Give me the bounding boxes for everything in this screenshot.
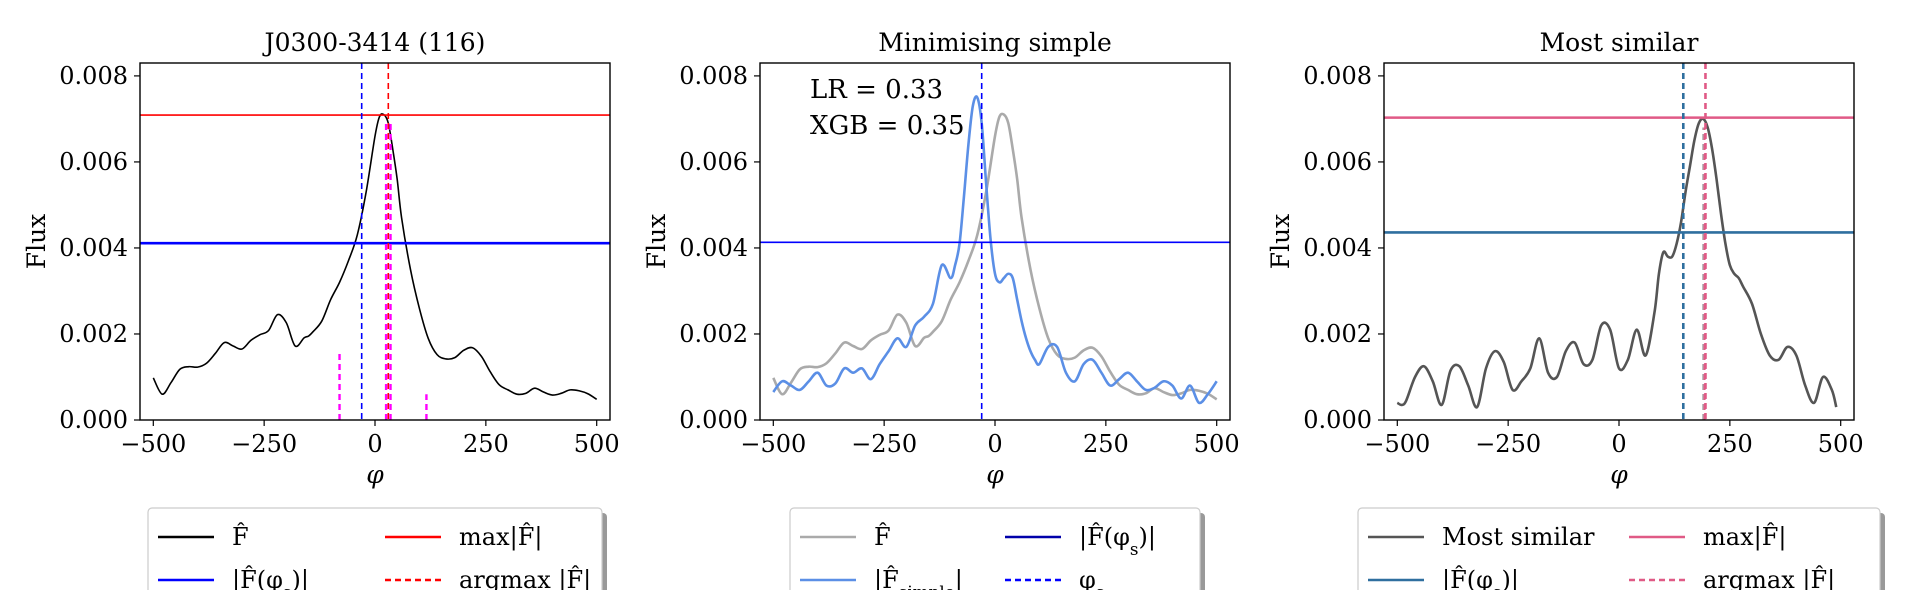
y-tick-label: 0.004 bbox=[59, 234, 128, 262]
legend-label: max|F̂| bbox=[459, 523, 542, 552]
x-tick-label: −500 bbox=[1364, 430, 1430, 458]
panel-2: −500 −250 0 250 500 0.000 0.002 0.004 0.006 0.008… bbox=[642, 28, 1240, 590]
y-tick-label: 0.000 bbox=[59, 406, 128, 434]
y-tick-label: 0.004 bbox=[1303, 234, 1372, 262]
plot-area bbox=[760, 63, 1230, 420]
y-axis-label: Flux bbox=[22, 214, 51, 270]
x-tick-label: −250 bbox=[1475, 430, 1541, 458]
x-tick-label: 500 bbox=[574, 430, 620, 458]
x-tick-label: −250 bbox=[851, 430, 917, 458]
panel-1: −500 −250 0 250 500 0.000 0.002 0.004 0.006 0.008… bbox=[22, 28, 620, 590]
annotation-text: XGB = 0.35 bbox=[810, 111, 965, 141]
chart-title: Most similar bbox=[1540, 28, 1699, 57]
legend-label: Most similar bbox=[1442, 523, 1595, 551]
y-tick-label: 0.008 bbox=[679, 62, 748, 90]
x-tick-label: 500 bbox=[1818, 430, 1864, 458]
legend-box bbox=[789, 507, 1201, 590]
y-tick-label: 0.008 bbox=[1303, 62, 1372, 90]
x-axis-label: φ bbox=[1610, 460, 1628, 489]
y-axis-label: Flux bbox=[1266, 214, 1295, 270]
y-tick-label: 0.000 bbox=[1303, 406, 1372, 434]
y-axis-label: Flux bbox=[642, 214, 671, 270]
legend-label: |F̂(φs)| bbox=[1442, 566, 1519, 590]
legend-label: argmax |F̂| bbox=[1703, 566, 1835, 590]
plot-area bbox=[140, 63, 610, 420]
y-tick-label: 0.004 bbox=[679, 234, 748, 262]
annotation-text: LR = 0.33 bbox=[810, 75, 943, 105]
y-tick-label: 0.002 bbox=[679, 320, 748, 348]
x-tick-label: 250 bbox=[1707, 430, 1753, 458]
legend-label: F̂ bbox=[232, 523, 249, 551]
series-line-1 bbox=[1396, 117, 1838, 409]
x-tick-label: 500 bbox=[1194, 430, 1240, 458]
legend-box bbox=[147, 507, 603, 590]
x-tick-label: 0 bbox=[987, 430, 1002, 458]
series-line-2 bbox=[772, 95, 1218, 405]
legend-label: φs bbox=[1079, 566, 1104, 590]
x-tick-label: 250 bbox=[1083, 430, 1129, 458]
legend-label: |F̂simple| bbox=[874, 566, 963, 590]
legend-label: F̂ bbox=[874, 523, 891, 551]
x-tick-label: 0 bbox=[367, 430, 382, 458]
legend-label: |F̂(φs)| bbox=[232, 566, 309, 590]
legend-box bbox=[1357, 507, 1881, 590]
x-tick-label: −500 bbox=[120, 430, 186, 458]
legend-label: argmax |F̂| bbox=[459, 566, 591, 590]
x-tick-label: −500 bbox=[740, 430, 806, 458]
chart-title: J0300-3414 (116) bbox=[262, 28, 486, 57]
x-tick-label: 0 bbox=[1611, 430, 1626, 458]
chart-title: Minimising simple bbox=[878, 28, 1112, 57]
y-tick-label: 0.008 bbox=[59, 62, 128, 90]
x-axis-label: φ bbox=[366, 460, 384, 489]
y-tick-label: 0.000 bbox=[679, 406, 748, 434]
x-tick-label: −250 bbox=[231, 430, 297, 458]
series-line-1 bbox=[152, 113, 598, 401]
y-tick-label: 0.006 bbox=[1303, 148, 1372, 176]
x-axis-label: φ bbox=[986, 460, 1004, 489]
legend-label: |F̂(φs)| bbox=[1079, 523, 1156, 559]
axes-frame bbox=[139, 62, 611, 421]
series-line-1 bbox=[772, 112, 1218, 401]
y-tick-label: 0.006 bbox=[59, 148, 128, 176]
x-tick-label: 250 bbox=[463, 430, 509, 458]
legend-label: max|F̂| bbox=[1703, 523, 1786, 552]
y-tick-label: 0.002 bbox=[1303, 320, 1372, 348]
panel-3: −500 −250 0 250 500 0.000 0.002 0.004 0.006 0.008… bbox=[1266, 28, 1885, 590]
plot-area bbox=[1384, 63, 1854, 420]
y-tick-label: 0.002 bbox=[59, 320, 128, 348]
y-tick-label: 0.006 bbox=[679, 148, 748, 176]
